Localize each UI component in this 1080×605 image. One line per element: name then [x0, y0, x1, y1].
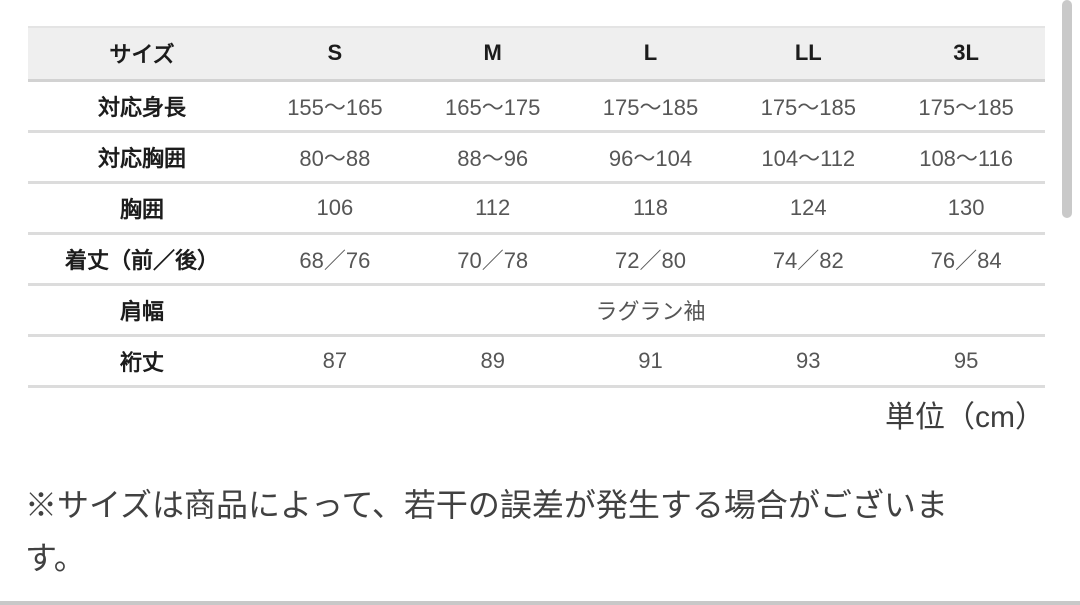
- table-row-height: 対応身長 155〜165 165〜175 175〜185 175〜185 175…: [28, 80, 1045, 131]
- value-cell: 106: [316, 194, 354, 220]
- value-cell: 76／84: [930, 247, 1002, 273]
- header-cell-ll: LL: [794, 40, 822, 66]
- value-cell: 175〜185: [760, 94, 856, 120]
- row-label: 対応身長: [97, 94, 186, 120]
- table-row-chest: 胸囲 106 112 118 124 130: [28, 182, 1045, 233]
- value-cell: 108〜116: [919, 145, 1013, 171]
- size-disclaimer: ※サイズは商品によって、若干の誤差が発生する場合がございま す。: [25, 479, 1055, 585]
- row-label: 着丈（前／後）: [64, 247, 219, 273]
- value-cell: 118: [632, 194, 669, 220]
- value-cell: 68／76: [299, 247, 371, 273]
- value-cell: 165〜175: [444, 94, 541, 120]
- value-cell: 95: [953, 347, 979, 373]
- footnote-line-1: ※サイズは商品によって、若干の誤差が発生する場合がございま: [25, 487, 948, 523]
- value-cell: 74／82: [772, 247, 844, 273]
- value-cell: 70／78: [457, 247, 529, 273]
- value-cell: 104〜112: [761, 145, 856, 171]
- value-cell: 89: [480, 347, 505, 373]
- value-cell: 80〜88: [299, 145, 371, 171]
- scrollbar-thumb[interactable]: [1062, 0, 1072, 218]
- value-cell: 175〜185: [602, 94, 699, 120]
- value-cell: 96〜104: [608, 145, 693, 171]
- value-cell: 175〜185: [918, 94, 1014, 120]
- section-divider: [0, 601, 1080, 605]
- header-cell-s: S: [327, 40, 343, 66]
- row-label: 肩幅: [119, 298, 164, 324]
- value-cell: 72／80: [615, 247, 686, 273]
- size-chart-table: サイズ S M L LL 3L 対応身長 155〜165 165〜175 175…: [28, 26, 1045, 388]
- header-cell-l: L: [643, 40, 658, 66]
- table-row-length: 着丈（前／後） 68／76 70／78 72／80 74／82 76／84: [28, 233, 1045, 284]
- row-label: 裄丈: [119, 349, 164, 375]
- value-cell: 93: [796, 347, 821, 373]
- table-row-sleeve: 裄丈 87 89 91 93 95: [28, 335, 1045, 386]
- value-cell: 91: [638, 347, 663, 373]
- footnote-line-2: す。: [25, 540, 86, 576]
- unit-label: 単位（cm）: [885, 401, 1045, 434]
- merged-value-cell: ラグラン袖: [595, 298, 706, 324]
- value-cell: 155〜165: [287, 94, 383, 120]
- header-cell-m: M: [483, 40, 502, 66]
- value-cell: 130: [947, 194, 985, 220]
- row-label: 胸囲: [119, 196, 164, 222]
- header-cell-size: サイズ: [109, 42, 175, 68]
- value-cell: 87: [322, 347, 348, 373]
- row-label: 対応胸囲: [97, 145, 186, 171]
- table-row-shoulder: 肩幅 ラグラン袖: [28, 284, 1045, 335]
- header-cell-3l: 3L: [953, 40, 979, 66]
- value-cell: 88〜96: [457, 145, 529, 171]
- value-cell: 112: [475, 194, 511, 220]
- table-row-chest-range: 対応胸囲 80〜88 88〜96 96〜104 104〜112 108〜116: [28, 131, 1045, 182]
- value-cell: 124: [789, 194, 827, 220]
- table-header-row: サイズ S M L LL 3L: [28, 27, 1045, 80]
